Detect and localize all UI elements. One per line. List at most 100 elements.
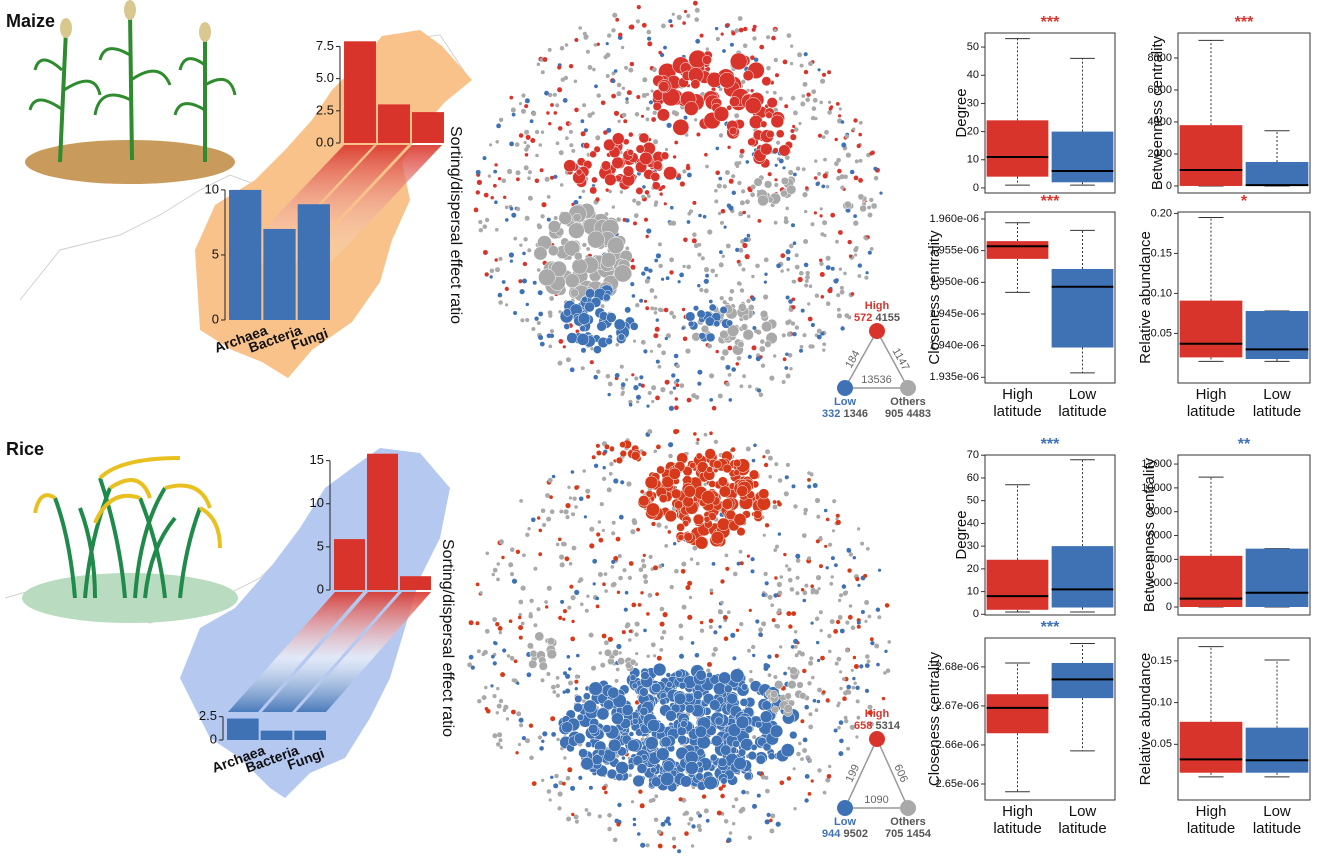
network-node — [658, 564, 663, 569]
network-node — [750, 569, 755, 574]
network-node — [692, 689, 703, 700]
network-node — [661, 629, 667, 635]
network-node — [773, 147, 779, 153]
network-node — [602, 451, 606, 456]
network-node — [517, 615, 522, 620]
network-node — [693, 305, 699, 311]
network-node — [611, 71, 616, 76]
network-node — [635, 144, 645, 154]
network-node — [859, 664, 864, 669]
network-node — [848, 552, 853, 557]
network-node — [643, 349, 648, 354]
network-node — [703, 278, 709, 284]
y-tick-label: 8000 — [1148, 52, 1172, 64]
network-node — [785, 564, 789, 568]
network-node — [492, 661, 497, 666]
network-node — [558, 537, 562, 542]
network-node — [797, 276, 803, 283]
network-node — [644, 266, 649, 272]
network-node — [784, 692, 792, 700]
network-node — [508, 562, 514, 568]
network-node — [780, 743, 795, 758]
network-node — [811, 106, 817, 111]
network-node — [528, 723, 534, 728]
network-node — [555, 103, 560, 108]
network-node — [829, 619, 835, 625]
network-node — [729, 42, 734, 47]
network-node — [728, 126, 738, 136]
network-node — [526, 672, 532, 678]
network-node — [546, 111, 550, 115]
network-node — [511, 212, 517, 218]
network-node — [591, 665, 596, 671]
network-node — [573, 732, 586, 745]
row-label: Maize — [6, 11, 55, 31]
network-node — [529, 755, 534, 761]
network-node — [492, 733, 498, 739]
y-tick-label: 1.960e-06 — [929, 213, 979, 225]
network-node — [814, 497, 821, 504]
network-node — [619, 364, 624, 369]
network-node — [810, 621, 814, 625]
network-node — [505, 717, 510, 721]
network-node — [686, 220, 691, 224]
network-node — [759, 44, 765, 50]
network-node — [736, 356, 742, 361]
network-node — [519, 289, 525, 295]
network-node — [685, 761, 699, 775]
network-node — [715, 36, 721, 42]
network-node — [558, 615, 563, 621]
network-node — [593, 145, 601, 153]
network-node — [653, 565, 658, 571]
network-node — [517, 742, 522, 747]
network-node — [805, 270, 810, 276]
network-node — [843, 690, 849, 696]
network-node — [562, 542, 567, 547]
network-node — [519, 243, 523, 247]
network-node — [784, 155, 790, 161]
network-node — [720, 744, 732, 756]
network-node — [722, 184, 727, 189]
network-node — [601, 476, 607, 481]
network-node — [760, 774, 766, 780]
network-node — [693, 0, 698, 6]
network-node — [655, 359, 660, 364]
network-node — [473, 207, 479, 213]
network-node — [674, 692, 687, 705]
network-node — [639, 803, 645, 809]
network-node — [534, 129, 540, 135]
network-node — [727, 610, 731, 614]
y-tick-label: 0.10 — [1151, 287, 1172, 299]
network-node — [650, 642, 656, 648]
network-node — [817, 587, 821, 591]
network-node — [649, 288, 655, 293]
network-node — [647, 36, 652, 41]
network-node — [548, 344, 553, 349]
y-tick-label: 0 — [210, 731, 217, 746]
network-node — [603, 699, 614, 711]
network-node — [719, 305, 728, 315]
network-node — [802, 737, 808, 743]
network-node — [763, 180, 773, 189]
network-node — [770, 114, 785, 129]
node-counts: 332 1346 — [822, 408, 868, 420]
network-node — [585, 488, 591, 494]
network-node — [745, 199, 750, 205]
network-node — [847, 239, 852, 245]
network-node — [730, 632, 736, 638]
network-node — [822, 342, 827, 347]
node-counts: 658 5314 — [854, 720, 901, 732]
network-node — [808, 660, 814, 666]
network-node — [741, 79, 746, 85]
network-node — [751, 296, 756, 302]
network-node — [676, 522, 685, 532]
network-node — [513, 236, 518, 241]
network-node — [764, 272, 768, 276]
network-node — [783, 216, 788, 221]
network-node — [611, 520, 616, 525]
y-axis-label: Degree — [953, 88, 970, 137]
network-node — [596, 42, 600, 46]
network-node — [559, 45, 565, 51]
network-node — [578, 195, 582, 199]
network-node — [730, 447, 736, 452]
